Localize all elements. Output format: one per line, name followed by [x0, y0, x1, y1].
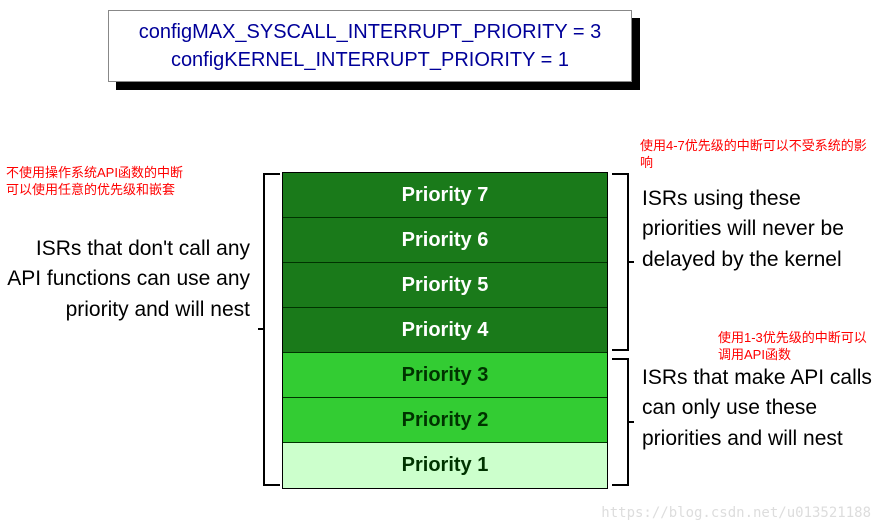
priority-row-3: Priority 3	[283, 353, 607, 398]
left-bracket	[258, 172, 280, 487]
priority-row-4: Priority 4	[283, 308, 607, 353]
priority-stack: Priority 7Priority 6Priority 5Priority 4…	[282, 172, 608, 489]
config-line-1: configMAX_SYSCALL_INTERRUPT_PRIORITY = 3	[139, 18, 602, 46]
priority-row-1: Priority 1	[283, 443, 607, 488]
red-note-top-right: 使用4-7优先级的中断可以不受系统的影响	[640, 138, 870, 172]
priority-row-6: Priority 6	[283, 218, 607, 263]
red-note-mid-right: 使用1-3优先级的中断可以调用API函数	[718, 330, 878, 364]
watermark: https://blog.csdn.net/u013521188	[601, 505, 871, 521]
right-bracket-top	[612, 172, 634, 352]
config-box: configMAX_SYSCALL_INTERRUPT_PRIORITY = 3…	[108, 10, 632, 82]
right-bracket-bottom	[612, 357, 634, 487]
right-annotation-top: ISRs using these priorities will never b…	[642, 184, 872, 275]
left-annotation: ISRs that don't call any API functions c…	[0, 234, 250, 325]
right-annotation-bottom: ISRs that make API calls can only use th…	[642, 363, 872, 454]
red-note-left: 不使用操作系统API函数的中断可以使用任意的优先级和嵌套	[6, 165, 186, 199]
priority-row-2: Priority 2	[283, 398, 607, 443]
priority-row-5: Priority 5	[283, 263, 607, 308]
config-line-2: configKERNEL_INTERRUPT_PRIORITY = 1	[171, 46, 569, 74]
priority-row-7: Priority 7	[283, 173, 607, 218]
